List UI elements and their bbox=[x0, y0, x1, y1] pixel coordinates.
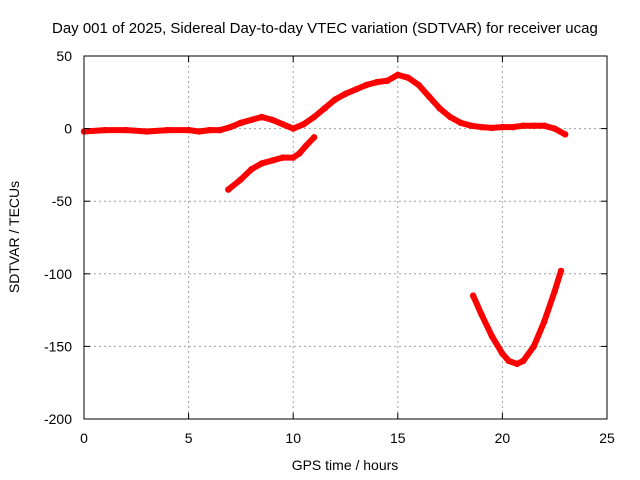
data-point-main bbox=[509, 123, 517, 131]
data-point-main bbox=[290, 125, 297, 132]
x-axis-label: GPS time / hours bbox=[292, 457, 399, 473]
data-point-dip bbox=[488, 333, 496, 340]
data-point-dip bbox=[513, 360, 521, 367]
data-point-main bbox=[499, 123, 506, 131]
x-tick-label: 0 bbox=[80, 430, 88, 446]
data-point-main bbox=[541, 122, 548, 129]
data-point-main bbox=[331, 96, 339, 103]
data-point-main bbox=[457, 119, 464, 127]
data-point-main bbox=[258, 113, 265, 121]
data-point-main bbox=[310, 113, 318, 121]
data-point-main bbox=[394, 71, 401, 79]
data-point-main bbox=[237, 119, 245, 127]
data-point-lower-branch bbox=[225, 186, 232, 193]
data-point-main bbox=[164, 126, 171, 134]
plot-frame bbox=[83, 55, 608, 420]
data-point-main bbox=[300, 121, 307, 128]
data-point-main bbox=[279, 121, 286, 128]
data-point-main bbox=[467, 122, 475, 129]
data-point-main bbox=[530, 122, 537, 129]
data-point-main bbox=[216, 126, 224, 134]
data-point-main bbox=[185, 126, 192, 134]
data-point-main bbox=[321, 105, 328, 112]
data-point-main bbox=[122, 126, 129, 134]
series-dip bbox=[470, 267, 564, 367]
data-point-main bbox=[426, 93, 433, 100]
data-point-lower-branch bbox=[302, 142, 309, 150]
y-tick-label: -200 bbox=[44, 411, 72, 427]
y-axis-label: SDTVAR / TECUs bbox=[6, 181, 22, 293]
data-point-main bbox=[373, 78, 381, 86]
series-lower-branch bbox=[225, 134, 318, 193]
data-point-lower-branch bbox=[237, 176, 245, 183]
data-point-dip bbox=[541, 318, 548, 325]
grid bbox=[84, 56, 607, 419]
data-point-lower-branch bbox=[290, 154, 297, 161]
data-point-main bbox=[436, 105, 443, 112]
data-point-main bbox=[269, 116, 276, 124]
x-tick-label: 25 bbox=[599, 430, 615, 446]
data-point-lower-branch bbox=[269, 157, 276, 164]
x-tick-label: 15 bbox=[390, 430, 406, 446]
data-point-dip bbox=[557, 267, 565, 275]
data-point-main bbox=[446, 113, 454, 121]
x-tick-label: 5 bbox=[185, 430, 193, 446]
data-point-main bbox=[206, 126, 213, 134]
data-point-dip bbox=[505, 357, 512, 365]
data-point-main bbox=[143, 128, 150, 135]
data-point-main bbox=[551, 125, 558, 132]
data-point-main bbox=[384, 77, 391, 84]
data-point-main bbox=[562, 131, 569, 138]
chart-title: Day 001 of 2025, Sidereal Day-to-day VTE… bbox=[52, 20, 598, 37]
data-point-dip bbox=[551, 288, 558, 295]
data-point-main bbox=[520, 122, 527, 129]
y-tick-label: 50 bbox=[56, 48, 72, 64]
y-tick-label: 0 bbox=[64, 121, 72, 137]
data-point-dip bbox=[530, 343, 537, 350]
data-point-main bbox=[478, 123, 485, 131]
data-point-main bbox=[227, 123, 234, 131]
y-tick-label: -150 bbox=[44, 338, 72, 354]
data-point-dip bbox=[478, 311, 485, 318]
data-point-main bbox=[405, 74, 412, 82]
data-point-main bbox=[101, 126, 109, 134]
data-point-lower-branch bbox=[310, 134, 318, 141]
axis-ticks: 0 5 10 15 20 25 -200 -150 -100 -50 0 50 bbox=[44, 48, 615, 446]
data-point-lower-branch bbox=[258, 160, 265, 167]
data-point-dip bbox=[469, 292, 477, 299]
data-point-lower-branch bbox=[248, 166, 255, 173]
x-tick-label: 10 bbox=[285, 430, 301, 446]
data-point-main bbox=[195, 128, 203, 135]
data-point-lower-branch bbox=[296, 150, 303, 157]
data-point-main bbox=[363, 81, 370, 89]
x-tick-label: 20 bbox=[495, 430, 511, 446]
y-tick-label: -50 bbox=[52, 193, 72, 209]
data-point-dip bbox=[499, 350, 506, 357]
data-point-main bbox=[488, 124, 496, 132]
data-point-main bbox=[342, 90, 349, 98]
data-point-main bbox=[352, 86, 360, 93]
data-point-main bbox=[415, 81, 422, 89]
data-point-lower-branch bbox=[279, 154, 286, 161]
data-point-dip bbox=[520, 357, 527, 365]
y-tick-label: -100 bbox=[44, 266, 72, 282]
plot-series bbox=[80, 71, 569, 367]
data-point-main bbox=[248, 116, 255, 124]
